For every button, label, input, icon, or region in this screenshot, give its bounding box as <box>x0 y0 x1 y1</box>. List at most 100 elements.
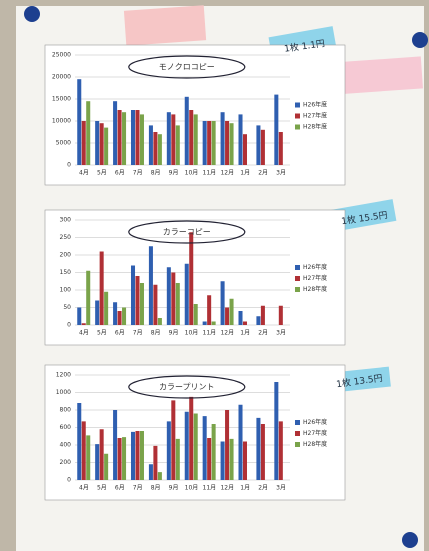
pin <box>412 32 428 48</box>
bar <box>175 438 180 480</box>
legend-label: H28年度 <box>303 285 327 293</box>
y-tick-label: 300 <box>60 217 72 224</box>
y-tick-label: 1000 <box>56 389 71 396</box>
x-tick-label: 9月 <box>169 170 179 177</box>
bar <box>175 125 180 165</box>
sticky-note <box>328 199 397 233</box>
y-tick-label: 5000 <box>56 140 71 147</box>
x-tick-label: 3月 <box>276 485 286 492</box>
y-tick-label: 50 <box>63 304 71 311</box>
y-tick-label: 250 <box>60 234 72 241</box>
bar <box>260 424 265 480</box>
x-tick-label: 1月 <box>240 170 250 177</box>
x-tick-label: 4月 <box>79 330 89 337</box>
legend-label: H26年度 <box>303 418 327 426</box>
bar <box>220 281 225 325</box>
bar <box>81 323 86 325</box>
y-tick-label: 100 <box>60 287 72 294</box>
y-tick-label: 800 <box>60 407 72 414</box>
bar <box>130 431 136 480</box>
y-tick-label: 200 <box>60 252 72 259</box>
x-tick-label: 10月 <box>185 330 199 337</box>
bar <box>207 121 212 165</box>
title-ellipse <box>128 220 246 244</box>
x-tick-label: 9月 <box>169 485 179 492</box>
bar <box>189 110 194 165</box>
bar <box>135 110 140 165</box>
x-tick-label: 2月 <box>258 485 268 492</box>
bar <box>193 304 198 325</box>
y-tick-label: 1200 <box>56 372 71 379</box>
bar <box>86 270 91 325</box>
x-tick-label: 2月 <box>258 170 268 177</box>
bar <box>130 110 136 165</box>
bar <box>81 421 86 480</box>
x-tick-label: 5月 <box>97 170 107 177</box>
bar <box>274 94 279 165</box>
bar <box>256 125 261 165</box>
y-tick-label: 400 <box>60 442 72 449</box>
bar <box>157 472 162 480</box>
legend-label: H27年度 <box>303 274 327 282</box>
legend-swatch <box>295 102 300 108</box>
x-tick-label: 9月 <box>169 330 179 337</box>
y-tick-label: 0 <box>67 322 71 329</box>
bar <box>113 101 118 165</box>
bar <box>193 114 198 165</box>
bar <box>117 311 122 325</box>
y-tick-label: 0 <box>67 162 71 169</box>
y-tick-label: 200 <box>60 459 72 466</box>
bar <box>135 431 140 480</box>
bar <box>166 112 171 165</box>
bar <box>104 127 109 165</box>
bar <box>122 437 127 480</box>
title-ellipse <box>128 55 246 79</box>
chart-title: カラーコピー <box>163 228 211 237</box>
bar <box>153 284 158 325</box>
x-tick-label: 8月 <box>151 485 161 492</box>
bar <box>104 291 109 325</box>
bar <box>104 453 109 480</box>
x-tick-label: 7月 <box>133 485 143 492</box>
x-tick-label: 8月 <box>151 170 161 177</box>
bar <box>225 121 230 165</box>
x-tick-label: 5月 <box>97 330 107 337</box>
x-tick-label: 3月 <box>276 170 286 177</box>
x-tick-label: 6月 <box>115 485 125 492</box>
bar <box>238 114 243 165</box>
x-tick-label: 11月 <box>203 330 217 337</box>
x-tick-label: 1月 <box>240 330 250 337</box>
bar <box>256 417 261 480</box>
x-tick-label: 7月 <box>133 330 143 337</box>
x-tick-label: 2月 <box>258 330 268 337</box>
bar <box>242 441 247 480</box>
legend-swatch <box>295 287 300 292</box>
bar <box>211 121 216 165</box>
x-tick-label: 4月 <box>79 485 89 492</box>
bar <box>256 316 261 325</box>
legend-label: H27年度 <box>303 429 327 437</box>
legend-swatch <box>295 276 300 281</box>
x-tick-label: 7月 <box>133 170 143 177</box>
bar <box>225 410 230 480</box>
x-tick-label: 5月 <box>97 485 107 492</box>
x-tick-label: 11月 <box>203 170 217 177</box>
bar <box>130 265 136 325</box>
bar <box>135 276 140 325</box>
y-tick-label: 150 <box>60 269 72 276</box>
pin <box>402 532 418 548</box>
bar <box>193 413 198 480</box>
bar <box>117 438 122 480</box>
bar <box>77 79 82 165</box>
bar <box>238 311 243 325</box>
bar <box>95 121 100 165</box>
bar <box>157 318 162 325</box>
bar <box>175 283 180 325</box>
bar <box>122 307 127 325</box>
bar <box>189 232 194 325</box>
legend-swatch <box>295 431 300 436</box>
bar <box>81 121 86 165</box>
x-tick-label: 6月 <box>115 330 125 337</box>
y-tick-label: 15000 <box>52 96 71 103</box>
